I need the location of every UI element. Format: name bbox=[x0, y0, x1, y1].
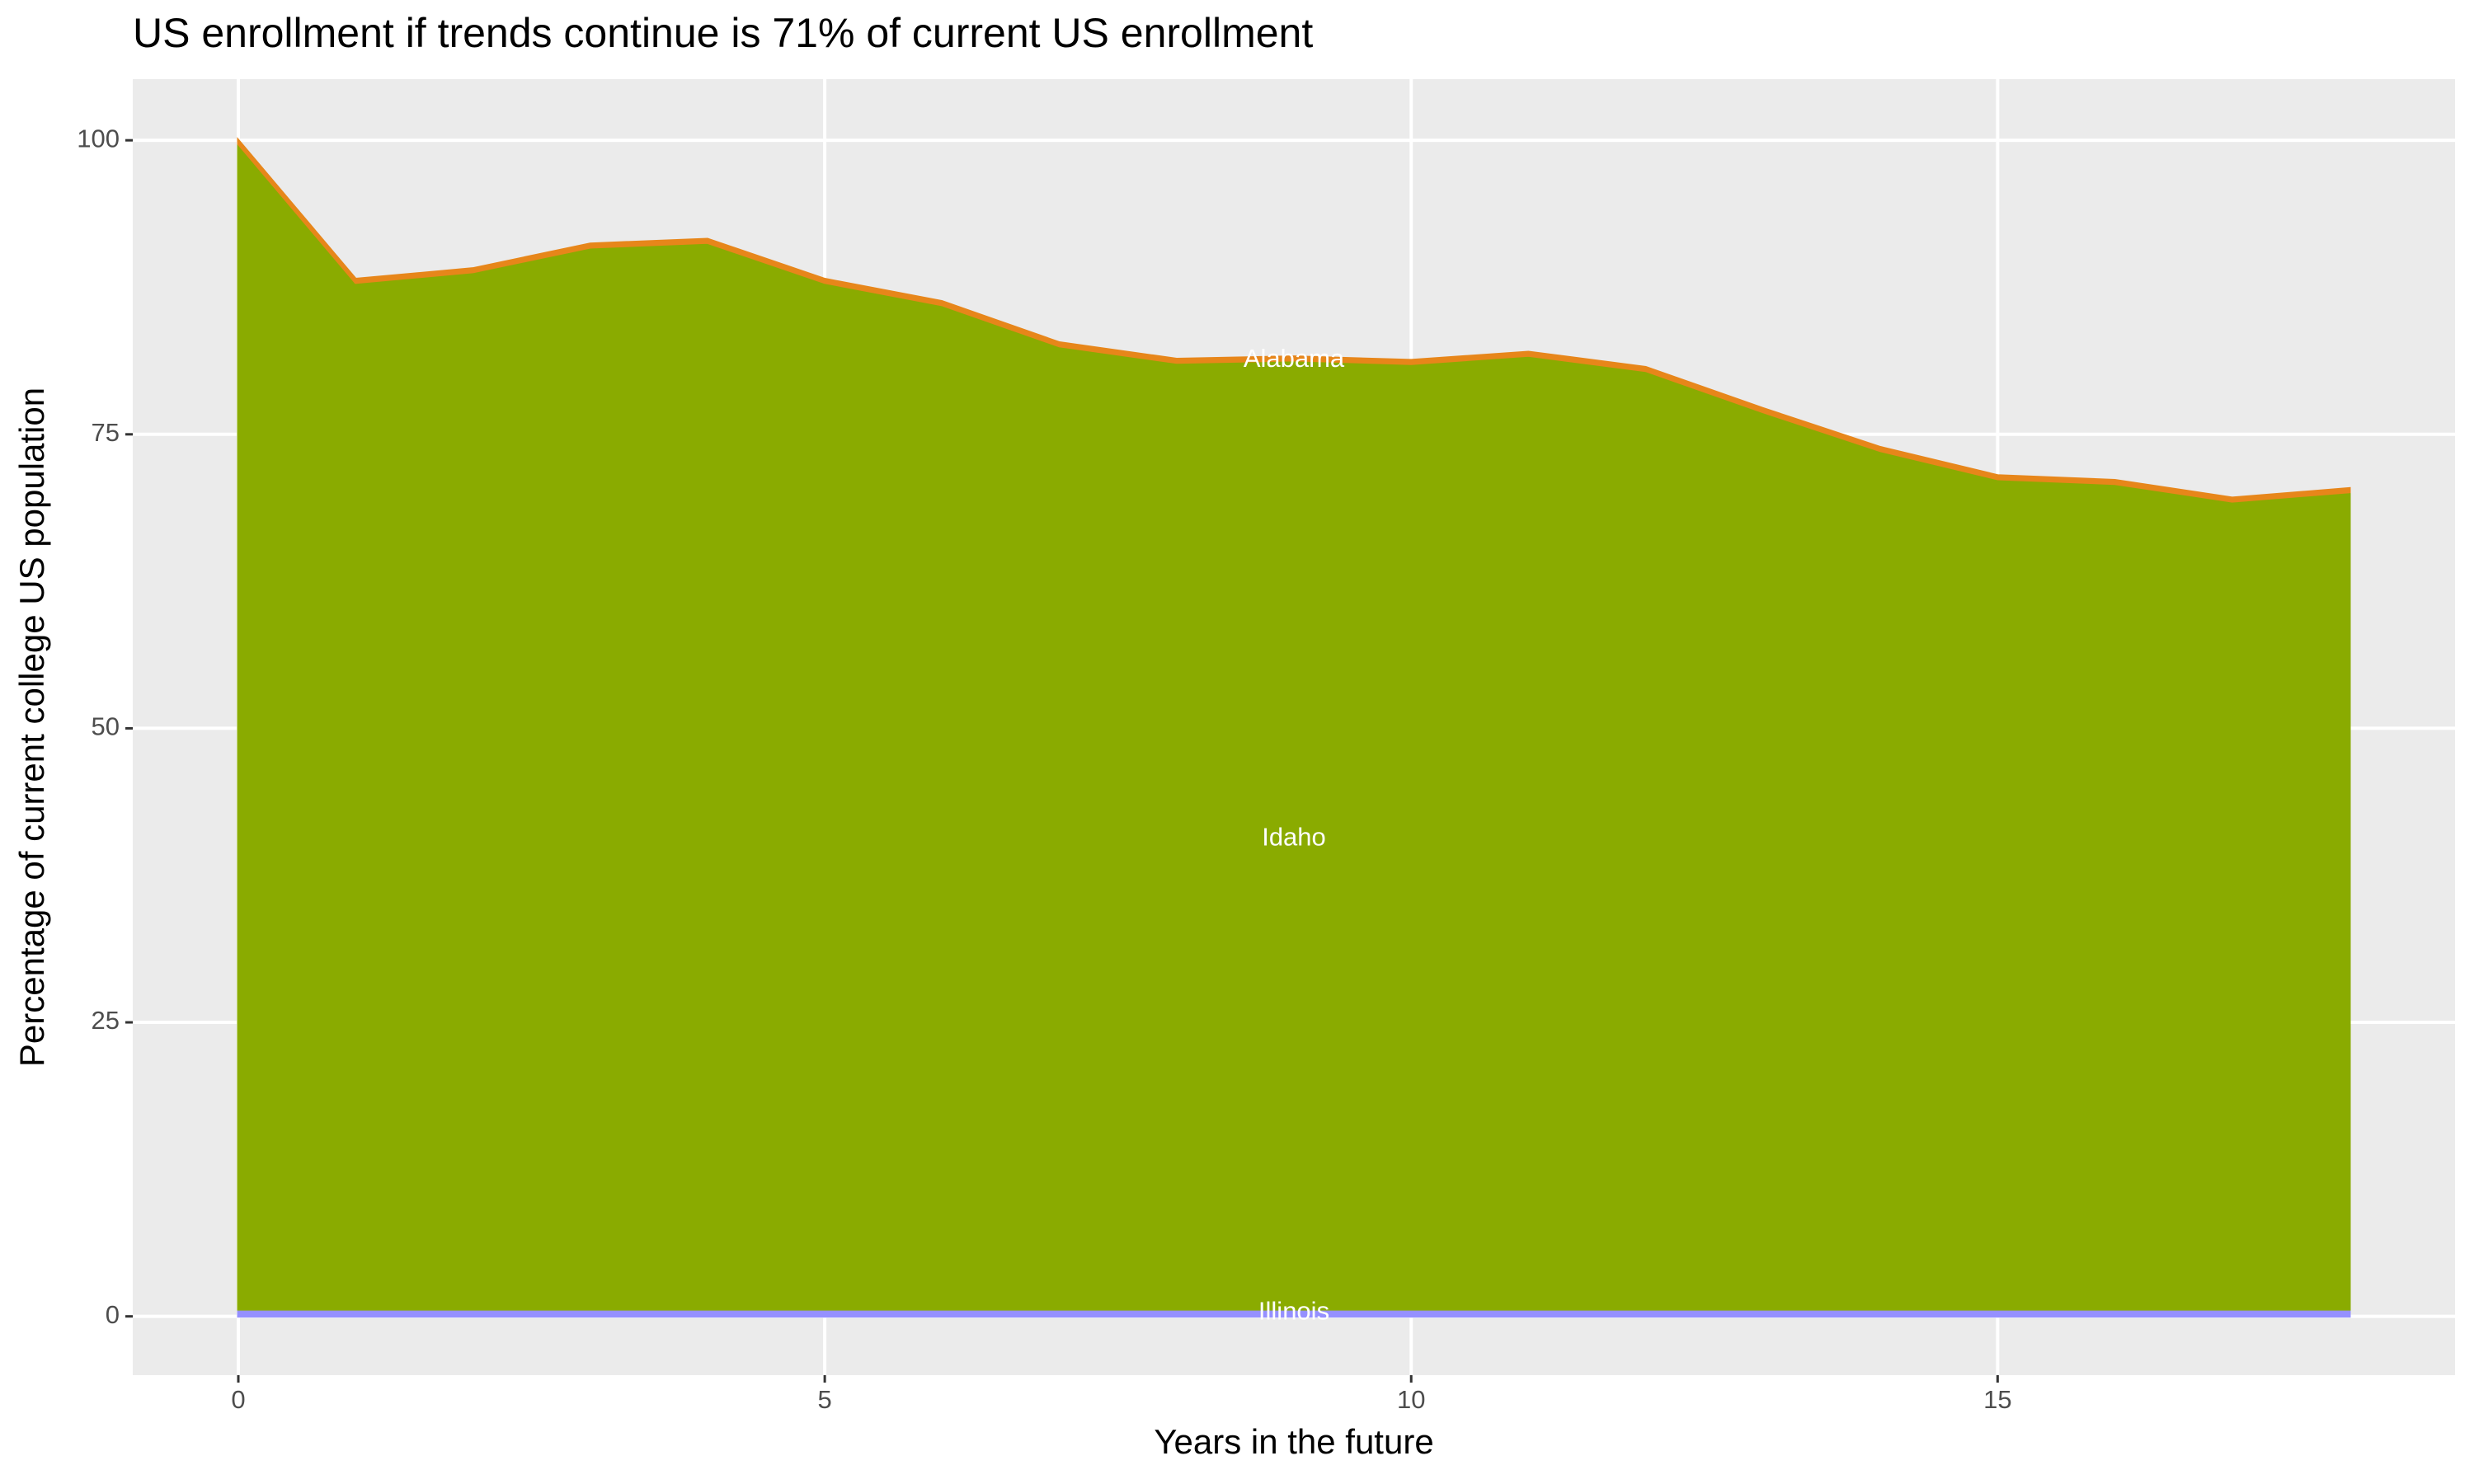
x-tick-label: 15 bbox=[1983, 1385, 2011, 1414]
y-tick-label: 75 bbox=[92, 418, 120, 447]
y-tick-label: 100 bbox=[77, 124, 120, 153]
x-tick-label: 5 bbox=[817, 1385, 831, 1414]
y-tick-label: 0 bbox=[106, 1300, 120, 1329]
area bbox=[237, 137, 2351, 503]
annotation: Alabama bbox=[1244, 344, 1345, 373]
annotation: Illinois bbox=[1258, 1297, 1329, 1326]
annotation: Idaho bbox=[1262, 823, 1326, 852]
chart-title: US enrollment if trends continue is 71% … bbox=[133, 10, 1313, 56]
y-tick-label: 50 bbox=[92, 712, 120, 741]
y-tick-label: 25 bbox=[92, 1006, 120, 1035]
y-axis-label: Percentage of current college US populat… bbox=[12, 387, 51, 1067]
x-tick-label: 10 bbox=[1397, 1385, 1425, 1414]
x-tick-label: 0 bbox=[231, 1385, 245, 1414]
x-axis-label: Years in the future bbox=[1154, 1422, 1433, 1461]
